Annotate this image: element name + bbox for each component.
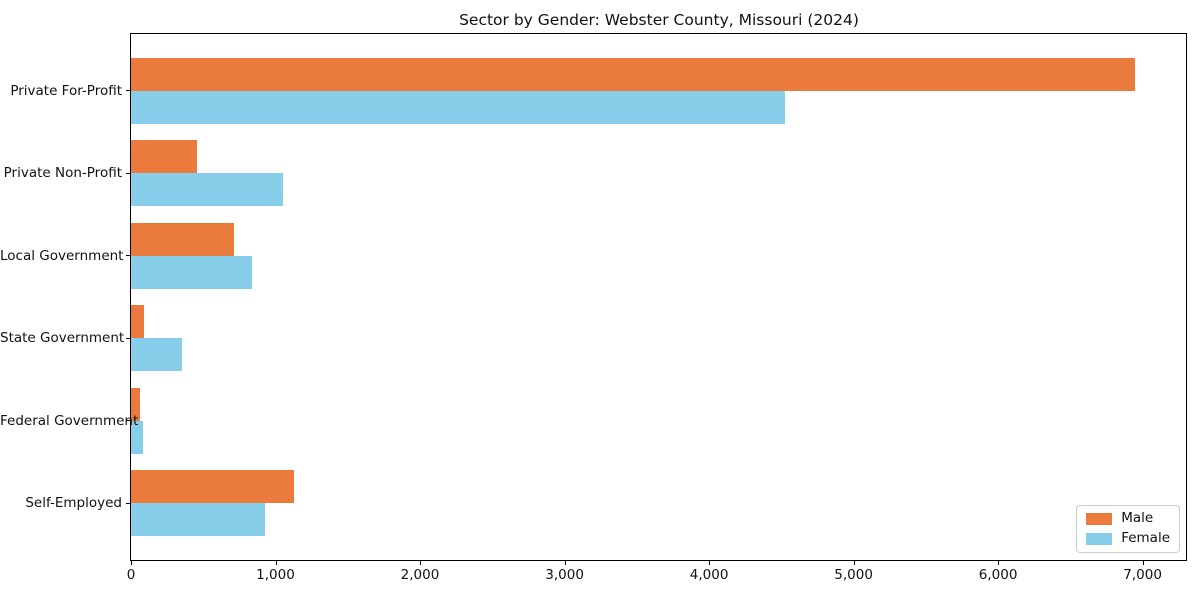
x-tick-2-000 bbox=[420, 561, 421, 565]
bar-female-federal-government bbox=[131, 420, 143, 454]
bars-layer bbox=[131, 34, 1186, 560]
y-label-state-government: State Government bbox=[0, 330, 125, 347]
x-tick-7-000 bbox=[1142, 561, 1144, 565]
y-tick-federal-government bbox=[126, 420, 130, 422]
x-tick-6-000 bbox=[998, 561, 1000, 565]
bar-female-state-government bbox=[131, 338, 182, 372]
y-tick-private-non-profit bbox=[126, 172, 130, 174]
x-tick-5-000 bbox=[853, 561, 855, 565]
bar-male-local-government bbox=[131, 222, 235, 256]
y-tick-private-for-profit bbox=[126, 90, 130, 92]
x-tick-0 bbox=[131, 561, 132, 565]
chart-title: Sector by Gender: Webster County, Missou… bbox=[459, 11, 859, 29]
x-label-7-000: 7,000 bbox=[1123, 567, 1162, 583]
bar-male-state-government bbox=[131, 305, 144, 339]
legend-label-female: Female bbox=[1121, 530, 1170, 546]
x-label-6-000: 6,000 bbox=[978, 567, 1018, 583]
bar-female-self-employed bbox=[131, 503, 265, 537]
plot-area: Male Female bbox=[130, 33, 1187, 561]
bar-male-federal-government bbox=[131, 387, 140, 421]
legend-entry-male: Male bbox=[1086, 511, 1170, 526]
legend-label-male: Male bbox=[1121, 510, 1154, 526]
x-tick-1-000 bbox=[275, 561, 277, 565]
x-tick-4-000 bbox=[709, 561, 711, 565]
y-label-local-government: Local Government bbox=[0, 247, 124, 264]
x-label-5-000: 5,000 bbox=[834, 567, 873, 583]
x-label-1-000: 1,000 bbox=[256, 567, 295, 583]
legend: Male Female bbox=[1076, 505, 1180, 553]
bar-male-private-non-profit bbox=[131, 140, 197, 174]
y-tick-state-government bbox=[126, 337, 130, 339]
male-series-swatch bbox=[1086, 512, 1113, 525]
y-tick-local-government bbox=[126, 255, 130, 257]
x-label-3-000: 3,000 bbox=[545, 567, 584, 583]
y-label-federal-government: Federal Government bbox=[0, 412, 139, 429]
x-label-4-000: 4,000 bbox=[689, 567, 729, 583]
bar-male-private-for-profit bbox=[131, 57, 1136, 91]
x-label-2-000: 2,000 bbox=[400, 567, 440, 583]
bar-male-self-employed bbox=[131, 470, 295, 504]
x-tick-3-000 bbox=[564, 561, 566, 565]
y-label-private-for-profit: Private For-Profit bbox=[10, 82, 122, 99]
y-label-private-non-profit: Private Non-Profit bbox=[3, 165, 122, 182]
legend-entry-female: Female bbox=[1086, 531, 1170, 546]
bar-female-local-government bbox=[131, 255, 252, 289]
y-tick-self-employed bbox=[126, 502, 130, 504]
bar-female-private-for-profit bbox=[131, 90, 785, 124]
y-label-self-employed: Self-Employed bbox=[25, 495, 122, 512]
bar-female-private-non-profit bbox=[131, 173, 283, 207]
x-label-0: 0 bbox=[126, 567, 136, 583]
female-series-swatch bbox=[1086, 532, 1113, 545]
